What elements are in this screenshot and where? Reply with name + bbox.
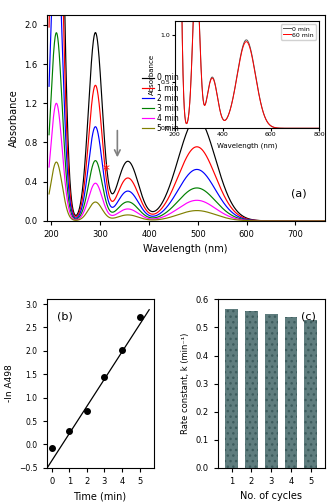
Y-axis label: Rate constant, k (min⁻¹): Rate constant, k (min⁻¹)	[181, 333, 190, 434]
1 min	[175, 177, 179, 183]
2 min	[164, 205, 168, 211]
Text: *: *	[103, 163, 110, 177]
3 min	[47, 132, 51, 138]
0 min	[170, 177, 174, 183]
2 min	[204, 173, 208, 179]
5 min	[47, 191, 51, 197]
3 min	[164, 209, 168, 215]
1 min	[170, 188, 174, 194]
5 min	[164, 215, 168, 221]
Line: 1 min: 1 min	[49, 0, 325, 221]
Point	[49, 444, 55, 452]
4 min	[54, 100, 58, 106]
5 min	[54, 159, 58, 165]
Text: (a): (a)	[291, 188, 307, 198]
Line: 5 min: 5 min	[49, 162, 325, 221]
0 min	[204, 127, 208, 133]
1 min	[323, 218, 327, 224]
1 min	[164, 199, 168, 205]
0 min	[164, 192, 168, 198]
0 min	[80, 192, 84, 198]
4 min	[204, 200, 208, 206]
Bar	[285, 317, 297, 468]
2 min	[69, 202, 73, 208]
2 min	[80, 205, 84, 211]
2 min	[323, 218, 327, 224]
Text: (b): (b)	[57, 312, 73, 321]
0 min	[69, 187, 73, 193]
4 min	[170, 210, 174, 216]
2 min	[170, 197, 174, 203]
1 min	[80, 199, 84, 205]
4 min	[164, 213, 168, 219]
3 min	[80, 210, 84, 216]
Bar	[265, 314, 278, 468]
Legend: 0 min, 1 min, 2 min, 3 min, 4 min, 5 min: 0 min, 1 min, 2 min, 3 min, 4 min, 5 min	[140, 70, 182, 136]
Point	[119, 346, 125, 354]
3 min	[69, 208, 73, 214]
Line: 3 min: 3 min	[49, 33, 325, 221]
4 min	[47, 164, 51, 170]
5 min	[69, 215, 73, 221]
Text: (c): (c)	[301, 312, 316, 321]
4 min	[175, 206, 179, 212]
Point	[67, 427, 72, 435]
Point	[137, 313, 142, 321]
0 min	[323, 218, 327, 224]
4 min	[69, 212, 73, 218]
X-axis label: Wavelength (nm): Wavelength (nm)	[144, 244, 228, 255]
X-axis label: No. of cycles: No. of cycles	[240, 491, 302, 501]
5 min	[175, 212, 179, 218]
Bar	[304, 320, 317, 468]
1 min	[204, 152, 208, 158]
2 min	[47, 83, 51, 90]
Y-axis label: -ln A498: -ln A498	[5, 365, 14, 402]
4 min	[80, 213, 84, 219]
Y-axis label: Absorbance: Absorbance	[9, 89, 19, 147]
3 min	[323, 218, 327, 224]
5 min	[204, 209, 208, 215]
Point	[84, 407, 90, 415]
Point	[102, 373, 107, 381]
3 min	[204, 189, 208, 195]
X-axis label: Time (min): Time (min)	[74, 491, 127, 501]
5 min	[323, 218, 327, 224]
1 min	[47, 24, 51, 30]
5 min	[80, 215, 84, 221]
3 min	[175, 200, 179, 206]
Line: 2 min: 2 min	[49, 0, 325, 221]
2 min	[175, 189, 179, 195]
4 min	[323, 218, 327, 224]
3 min	[170, 205, 174, 211]
Bar	[245, 311, 258, 468]
Bar	[225, 309, 238, 468]
3 min	[54, 30, 58, 36]
5 min	[170, 214, 174, 220]
Line: 4 min: 4 min	[49, 103, 325, 221]
0 min	[175, 160, 179, 166]
1 min	[69, 195, 73, 201]
Line: 0 min: 0 min	[49, 0, 325, 221]
